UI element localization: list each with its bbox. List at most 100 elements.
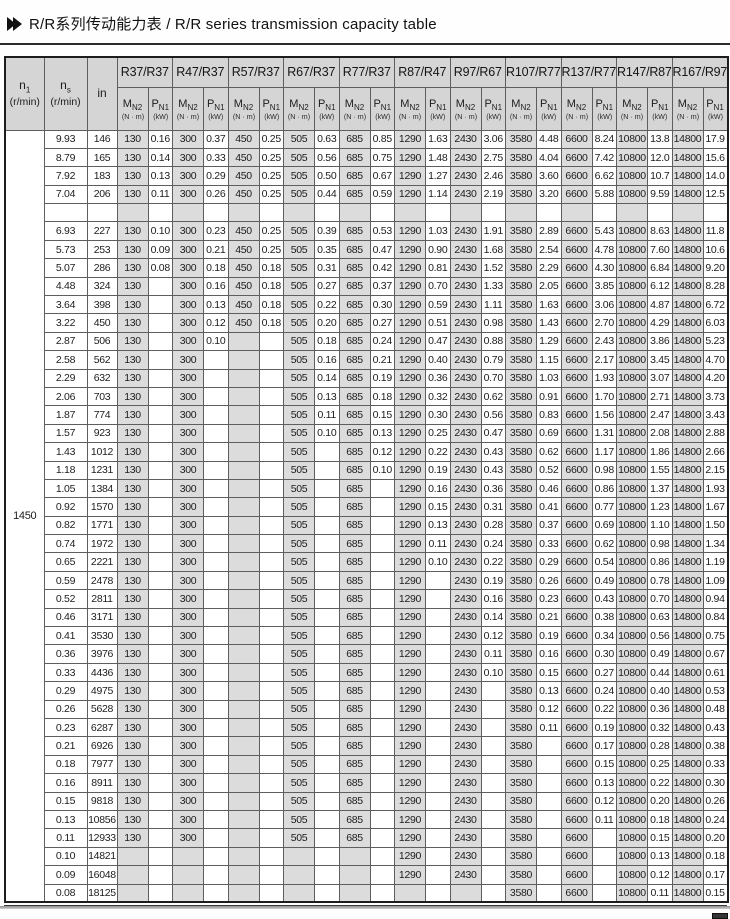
mn2-cell: 10800 — [616, 699, 648, 720]
ns-cell: 0.21 — [43, 736, 88, 756]
pn1-header: PN1 (kW) — [425, 86, 451, 131]
pn1-cell — [147, 313, 173, 333]
title-divider — [0, 43, 730, 45]
ns-cell: 0.46 — [43, 607, 88, 628]
table-row: 0.29 4975 130 300 505 685 1290 2430 3580 0.13 6600… — [5, 681, 728, 701]
mn2-cell — [283, 203, 315, 223]
mn2-cell: 130 — [116, 515, 149, 536]
mn2-cell: 3580 — [505, 828, 537, 848]
pn1-cell — [147, 552, 173, 572]
mn2-cell: 130 — [116, 184, 149, 205]
mn2-cell: 300 — [172, 166, 204, 186]
mn2-cell: 685 — [338, 460, 371, 480]
pn1-cell — [258, 203, 284, 223]
pn1-cell — [314, 828, 340, 848]
pn1-cell: 0.13 — [536, 681, 562, 701]
mn2-cell: 2430 — [449, 239, 482, 260]
mn2-cell: 6600 — [560, 791, 593, 811]
mn2-cell: 130 — [116, 350, 149, 370]
pn1-header: PN1 (kW) — [647, 86, 673, 131]
pn1-cell: 2.89 — [536, 221, 562, 241]
pn1-cell — [147, 460, 173, 480]
pn1-cell — [369, 754, 395, 775]
mn2-cell: 300 — [172, 184, 204, 205]
mn2-cell — [616, 203, 648, 223]
mn2-cell: 505 — [283, 570, 315, 591]
mn2-cell: 685 — [338, 368, 371, 388]
mn2-cell: 3580 — [505, 626, 537, 646]
mn2-cell: 450 — [227, 239, 260, 260]
pn1-cell: 0.30 — [591, 644, 617, 664]
pn1-cell — [369, 607, 395, 628]
pn1-cell: 1.31 — [591, 423, 617, 444]
mn2-cell: 130 — [116, 552, 149, 572]
pn1-cell: 0.18 — [702, 846, 728, 867]
mn2-cell: 685 — [338, 626, 371, 646]
mn2-cell: 130 — [116, 773, 149, 793]
pn1-cell: 0.29 — [536, 552, 562, 572]
mn2-cell: 6600 — [560, 534, 593, 554]
ns-cell: 8.79 — [43, 147, 88, 168]
mn2-cell: 1290 — [394, 534, 426, 554]
mn2-cell — [172, 865, 204, 885]
pn1-cell — [314, 809, 340, 830]
table-row: 0.26 5628 130 300 505 685 1290 2430 3580 0.12 6600… — [5, 699, 728, 720]
mn2-cell: 450 — [227, 147, 260, 168]
pn1-cell: 6.72 — [702, 295, 728, 315]
mn2-cell — [227, 368, 260, 388]
mn2-cell: 14800 — [671, 828, 704, 848]
mn2-cell: 450 — [227, 295, 260, 315]
mn2-cell: 6600 — [560, 295, 593, 315]
pn1-cell: 0.11 — [647, 883, 673, 903]
mn2-cell: 685 — [338, 184, 371, 205]
pn1-cell: 0.78 — [647, 570, 673, 591]
pn1-cell: 4.48 — [536, 129, 562, 149]
mn2-cell: 14800 — [671, 809, 704, 830]
mn2-cell: 3580 — [505, 883, 537, 903]
pn1-cell: 1.52 — [480, 258, 506, 278]
pn1-cell: 0.25 — [258, 129, 284, 149]
mn2-cell: 1290 — [394, 239, 426, 260]
ratio-cell: 7977 — [86, 754, 118, 775]
mn2-cell: 130 — [116, 626, 149, 646]
ns-cell: 1.18 — [43, 460, 88, 480]
mn2-cell: 1290 — [394, 331, 426, 352]
ratio-cell: 5628 — [86, 699, 118, 720]
mn2-cell — [227, 386, 260, 407]
table-row: 2.06 703 130 300 505 0.13 685 0.18 1290 0.32 2430 0… — [5, 386, 728, 407]
table-row: 2.29 632 130 300 505 0.14 685 0.19 1290 0.36 2430 0… — [5, 368, 728, 388]
mn2-cell: 14800 — [671, 865, 704, 885]
pn1-cell: 2.88 — [702, 423, 728, 444]
pn1-cell — [314, 681, 340, 701]
mn2-cell: 505 — [283, 589, 315, 609]
pn1-cell: 0.13 — [425, 515, 451, 536]
mn2-cell: 1290 — [394, 515, 426, 536]
pn1-cell: 0.13 — [647, 846, 673, 867]
mn2-cell: 505 — [283, 386, 315, 407]
mn2-cell: 505 — [283, 773, 315, 793]
mn2-cell — [227, 699, 260, 720]
pn1-cell — [258, 607, 284, 628]
pn1-cell: 1.37 — [647, 478, 673, 499]
pn1-cell: 0.88 — [480, 331, 506, 352]
ns-cell: 0.82 — [43, 515, 88, 536]
pn1-cell: 12.5 — [702, 184, 728, 205]
column-group-r87-r47: R87/R47 — [394, 56, 451, 88]
pn1-cell: 0.31 — [314, 258, 340, 278]
transmission-capacity-table: n1 (r/min) ns (r/min) in R37/R37 R47/R37 R… — [4, 56, 729, 904]
ns-cell: 0.52 — [43, 589, 88, 609]
mn2-cell: 1290 — [394, 423, 426, 444]
pn1-cell: 0.33 — [203, 147, 229, 168]
pn1-cell — [258, 828, 284, 848]
pn1-cell — [147, 736, 173, 756]
mn2-cell: 6600 — [560, 662, 593, 683]
pn1-cell — [480, 699, 506, 720]
mn2-cell: 300 — [172, 331, 204, 352]
pn1-cell: 0.36 — [425, 368, 451, 388]
mn2-cell: 300 — [172, 626, 204, 646]
pn1-cell — [314, 203, 340, 223]
mn2-cell — [172, 846, 204, 867]
pn1-cell: 0.85 — [369, 129, 395, 149]
pn1-cell — [314, 589, 340, 609]
pn1-cell: 0.22 — [425, 442, 451, 462]
